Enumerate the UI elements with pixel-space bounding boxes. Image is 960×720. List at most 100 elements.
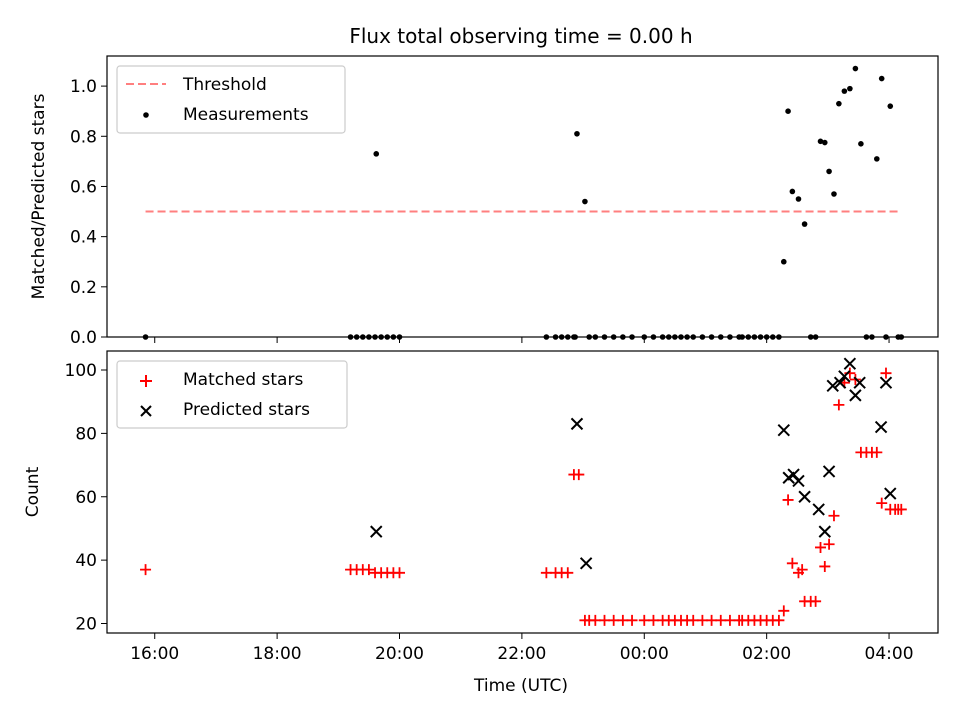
measurement-point — [852, 65, 859, 72]
x-tick-label: 02:00 — [742, 644, 791, 664]
matched-star-point — [876, 497, 888, 509]
measurement-point — [795, 196, 802, 202]
measurement-point — [785, 108, 791, 114]
legend-matched-label: Matched stars — [183, 370, 303, 390]
predicted-star-points — [370, 357, 897, 570]
predicted-star-point — [570, 417, 584, 431]
matched-star-point — [828, 510, 840, 522]
count-legend: Matched stars Predicted stars — [116, 360, 348, 429]
matched-star-point — [617, 614, 629, 626]
matched-star-point — [724, 614, 736, 626]
predicted-star-point — [826, 379, 839, 393]
legend-measurement-swatch — [143, 112, 149, 118]
predicted-star-point — [579, 557, 593, 570]
measurement-point — [801, 221, 808, 227]
measurement-point — [817, 138, 824, 145]
predicted-star-point — [370, 525, 383, 538]
chart-title: Flux total observing time = 0.00 h — [349, 24, 692, 48]
legend-measurements-label: Measurements — [183, 105, 309, 125]
matched-star-point — [598, 614, 610, 626]
matched-star-points — [140, 367, 907, 626]
count-panel: 20 40 60 80 100 16:00 18:00 20:00 22:00 00:00 02:… — [23, 350, 939, 696]
legend-matched-swatch — [140, 375, 152, 387]
predicted-star-point — [884, 487, 897, 500]
count-y-axis: 20 40 60 80 100 — [65, 361, 107, 634]
x-axis-label: Time (UTC) — [473, 676, 568, 696]
matched-star-point — [638, 614, 650, 626]
ratio-y-tick-label: 1.0 — [70, 77, 97, 97]
count-x-axis: 16:00 18:00 20:00 22:00 00:00 02:00 04:00 — [130, 633, 914, 664]
x-tick-label: 04:00 — [865, 644, 914, 664]
measurement-point — [574, 130, 580, 137]
predicted-star-point — [798, 490, 811, 503]
predicted-star-point — [833, 376, 847, 389]
matched-star-point — [833, 399, 845, 411]
count-y-tick-label: 80 — [75, 424, 97, 444]
count-plot-frame — [106, 350, 939, 634]
legend-predicted-swatch — [140, 405, 152, 417]
matched-star-point — [140, 564, 152, 576]
x-tick-label: 16:00 — [130, 644, 179, 664]
ratio-y-tick-label: 0.4 — [70, 228, 97, 248]
count-y-axis-label: Count — [23, 466, 43, 517]
matched-star-point — [880, 367, 892, 379]
matched-star-point — [810, 595, 822, 607]
matched-star-point — [895, 503, 907, 515]
measurement-points — [142, 65, 905, 340]
measurement-point — [780, 258, 787, 265]
matched-star-point — [394, 567, 406, 579]
predicted-star-point — [853, 376, 866, 389]
ratio-y-tick-label: 0.8 — [70, 127, 97, 147]
count-y-tick-label: 20 — [75, 614, 97, 634]
count-y-tick-label: 100 — [65, 361, 97, 381]
matched-star-point — [647, 614, 659, 626]
matched-star-point — [786, 557, 798, 569]
ratio-plot-frame — [106, 55, 939, 338]
predicted-star-point — [843, 357, 857, 370]
predicted-star-point — [792, 474, 805, 488]
predicted-star-point — [822, 465, 836, 478]
matched-star-point — [573, 469, 585, 481]
measurement-point — [582, 198, 588, 205]
measurement-point — [836, 100, 842, 107]
ratio-panel: 0.0 0.2 0.4 0.6 0.8 1.0 Matched/Predicted sta… — [29, 55, 939, 348]
legend-predicted-label: Predicted stars — [183, 400, 310, 420]
matched-star-point — [706, 614, 718, 626]
matched-star-point — [782, 494, 794, 506]
measurement-point — [373, 151, 380, 157]
count-y-tick-label: 60 — [75, 488, 97, 508]
measurement-point — [831, 191, 837, 197]
x-tick-label: 20:00 — [375, 644, 424, 664]
measurement-point — [821, 139, 828, 146]
matched-star-point — [823, 538, 835, 550]
measurement-point — [878, 75, 885, 82]
measurement-point — [826, 168, 832, 175]
matched-star-point — [773, 614, 785, 626]
matched-star-point — [696, 614, 708, 626]
predicted-star-point — [874, 420, 888, 434]
ratio-y-axis: 0.0 0.2 0.4 0.6 0.8 1.0 — [70, 77, 107, 348]
matched-star-point — [626, 614, 638, 626]
count-legend-box — [116, 360, 348, 429]
measurement-point — [789, 188, 796, 195]
measurement-point — [887, 103, 894, 109]
predicted-star-point — [838, 370, 851, 383]
count-y-tick-label: 40 — [75, 551, 97, 571]
predicted-star-point — [879, 376, 893, 389]
ratio-y-axis-label: Matched/Predicted stars — [29, 93, 49, 299]
predicted-star-point — [777, 424, 791, 437]
ratio-legend-box — [116, 65, 346, 134]
matched-star-point — [715, 614, 727, 626]
x-tick-label: 18:00 — [253, 644, 302, 664]
predicted-star-point — [787, 468, 800, 481]
measurement-point — [841, 88, 848, 94]
ratio-y-tick-label: 0.2 — [70, 278, 97, 298]
matched-star-point — [363, 564, 375, 576]
matched-star-point — [778, 605, 790, 617]
matched-star-point — [871, 446, 883, 458]
x-tick-label: 00:00 — [620, 644, 669, 664]
x-tick-label: 22:00 — [497, 644, 546, 664]
ratio-y-tick-label: 0.6 — [70, 177, 97, 197]
matched-star-point — [815, 541, 827, 553]
